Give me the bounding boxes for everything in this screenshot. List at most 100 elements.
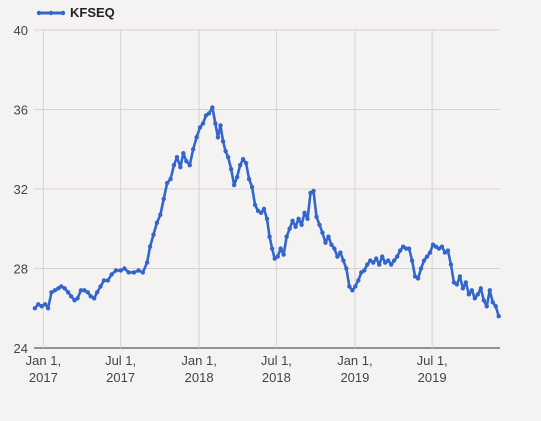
data-point xyxy=(197,125,203,130)
data-point xyxy=(478,286,483,291)
legend-label: KFSEQ xyxy=(70,5,115,20)
data-point xyxy=(258,210,264,216)
data-point xyxy=(154,220,160,225)
x-tick-label: Jul 1, 2019 xyxy=(417,353,448,385)
data-point xyxy=(252,202,258,208)
data-point xyxy=(299,222,304,227)
data-point xyxy=(223,149,228,154)
data-point xyxy=(240,156,246,162)
data-point xyxy=(65,290,71,295)
data-point xyxy=(88,294,93,299)
data-point xyxy=(210,105,215,110)
data-point xyxy=(356,278,361,283)
data-point xyxy=(350,288,355,293)
data-point xyxy=(332,246,337,251)
data-point xyxy=(347,284,352,289)
data-point xyxy=(234,174,240,180)
data-point xyxy=(490,300,495,305)
x-tick-label: Jan 1, 2017 xyxy=(26,353,61,385)
data-point xyxy=(290,218,295,223)
data-point xyxy=(427,250,433,255)
gridlines xyxy=(34,29,500,349)
data-point xyxy=(457,274,463,279)
data-point xyxy=(388,262,394,267)
data-point xyxy=(45,306,51,311)
data-point xyxy=(174,155,180,160)
data-point xyxy=(353,284,358,289)
data-point xyxy=(487,288,492,293)
data-point xyxy=(215,135,221,140)
data-point xyxy=(158,212,163,218)
data-point xyxy=(147,244,153,249)
data-point xyxy=(59,284,64,289)
y-tick-label: 28 xyxy=(14,262,28,277)
data-point xyxy=(164,180,170,186)
data-point xyxy=(481,298,486,303)
data-point xyxy=(377,262,382,267)
data-point xyxy=(472,296,478,301)
data-point xyxy=(448,262,454,267)
data-point xyxy=(394,254,400,259)
data-point xyxy=(320,230,325,235)
data-point xyxy=(109,272,114,277)
data-point xyxy=(231,182,237,188)
data-point xyxy=(311,188,316,194)
data-point xyxy=(281,252,286,257)
data-point xyxy=(264,216,270,222)
data-point xyxy=(317,222,322,227)
data-point xyxy=(144,260,150,265)
data-point xyxy=(326,234,331,239)
data-point xyxy=(178,164,183,170)
data-point xyxy=(101,278,107,283)
data-point xyxy=(329,242,334,247)
data-point xyxy=(415,276,421,281)
data-point xyxy=(493,304,498,309)
legend[interactable]: KFSEQ xyxy=(36,5,115,20)
data-point xyxy=(91,296,97,301)
data-point xyxy=(122,266,127,271)
data-point xyxy=(275,254,280,259)
data-point xyxy=(131,270,137,275)
legend-swatch-marker-left xyxy=(36,10,42,16)
data-point xyxy=(409,258,415,263)
data-point xyxy=(269,246,275,251)
data-point xyxy=(140,270,146,275)
data-point xyxy=(385,258,391,263)
data-point xyxy=(278,246,283,251)
data-point xyxy=(284,234,289,239)
data-point xyxy=(314,214,319,220)
x-tick-label: Jul 1, 2018 xyxy=(261,353,292,385)
data-point xyxy=(296,216,301,222)
data-point xyxy=(406,246,412,251)
data-point xyxy=(439,244,445,249)
data-point xyxy=(469,288,475,293)
data-point xyxy=(261,206,267,212)
data-point xyxy=(82,288,87,293)
data-point xyxy=(237,162,243,168)
data-point xyxy=(341,258,346,263)
data-point xyxy=(42,302,48,307)
data-point xyxy=(362,268,367,273)
data-point xyxy=(151,232,156,237)
data-point xyxy=(305,216,310,222)
data-point xyxy=(213,121,218,126)
data-point xyxy=(168,176,173,182)
data-point xyxy=(302,210,307,216)
legend-swatch-marker-right xyxy=(60,10,66,16)
data-point xyxy=(496,314,501,319)
data-point xyxy=(36,302,41,307)
data-point xyxy=(85,290,90,295)
data-point xyxy=(187,162,192,168)
data-point xyxy=(105,278,111,283)
data-point xyxy=(94,290,100,295)
data-point xyxy=(194,135,199,140)
data-point xyxy=(338,250,343,255)
data-point xyxy=(62,286,67,291)
data-point xyxy=(243,160,249,166)
data-point xyxy=(136,268,141,273)
data-point xyxy=(424,254,430,259)
y-tick-label: 36 xyxy=(14,103,28,118)
data-point xyxy=(246,176,252,182)
